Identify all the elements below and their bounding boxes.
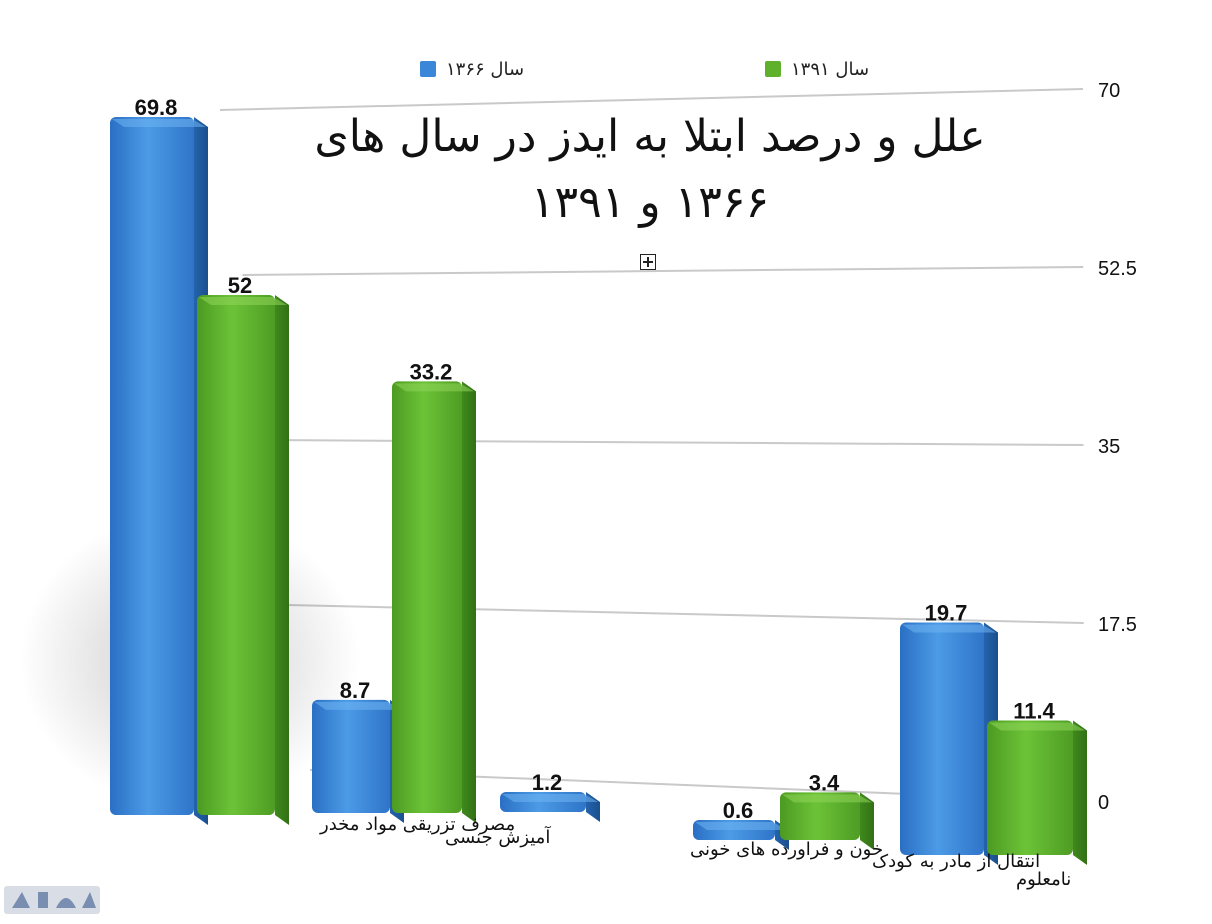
bar-side (860, 792, 874, 850)
bar-1391-0 (197, 295, 275, 815)
data-label: 52 (228, 273, 252, 298)
data-label: 3.4 (809, 770, 840, 795)
data-label: 19.7 (925, 601, 968, 626)
bar-top (502, 794, 598, 802)
data-label: 1.2 (532, 770, 563, 795)
y-tick-label: 35 (1098, 436, 1120, 458)
y-tick-label: 17.5 (1098, 614, 1137, 636)
category-label: آمیزش جنسی (445, 825, 551, 848)
bar-side (462, 381, 476, 823)
y-tick-label: 70 (1098, 80, 1120, 102)
data-label: 8.7 (340, 678, 371, 703)
bar-1366-1 (312, 699, 390, 813)
chart-title: علل و درصد ابتلا به ایدز در سال های ۱۳۶۶… (314, 111, 986, 228)
bar-top (394, 383, 474, 392)
legend-label-1391: سال ۱۳۹۱ (791, 58, 870, 80)
data-label: 69.8 (135, 95, 178, 120)
y-tick-label: 0 (1098, 792, 1109, 814)
data-label: 11.4 (1013, 698, 1055, 723)
bar-top (112, 119, 206, 127)
bar-top (199, 297, 287, 305)
y-tick-label: 52.5 (1098, 258, 1137, 280)
expand-icon[interactable] (640, 254, 656, 270)
data-label: 33.2 (410, 359, 453, 384)
bar-1391-3 (780, 792, 860, 840)
bars (110, 117, 1087, 865)
gridline (219, 88, 1084, 111)
category-label: انتقال از مادر به کودک (872, 851, 1040, 872)
gridline (242, 266, 1084, 276)
legend-swatch-blue (420, 61, 436, 77)
bar-top (782, 794, 872, 803)
bar-top (989, 722, 1085, 731)
category-label: نامعلوم (1016, 869, 1071, 890)
bar-1391-1 (392, 381, 462, 813)
bar-1366-0 (110, 117, 194, 815)
category-label: مصرف تزریقی مواد مخدر (319, 814, 515, 835)
bar-1391-4 (987, 720, 1073, 855)
watermark-logo (4, 886, 100, 914)
legend-item-1366: سال ۱۳۶۶ (420, 58, 524, 80)
legend-item-1391: سال ۱۳۹۱ (765, 58, 869, 80)
data-labels: 69.8 52 8.7 33.2 1.2 0.6 3.4 19.7 11.4 (134, 95, 1056, 824)
y-axis-ticks: 0 17.5 35 52.5 70 (1098, 80, 1137, 814)
data-label: 0.6 (723, 798, 754, 823)
legend-label-1366: سال ۱۳۶۶ (446, 58, 525, 80)
bar-1366-4 (900, 622, 984, 855)
category-label: خون و فراورده های خونی (690, 839, 883, 860)
bar-top (695, 822, 787, 830)
bar-top (314, 701, 402, 710)
bar-top (902, 624, 996, 633)
bar-side (275, 295, 289, 825)
legend-swatch-green (765, 61, 781, 77)
gridline (264, 439, 1084, 446)
bar-side (1073, 720, 1087, 865)
